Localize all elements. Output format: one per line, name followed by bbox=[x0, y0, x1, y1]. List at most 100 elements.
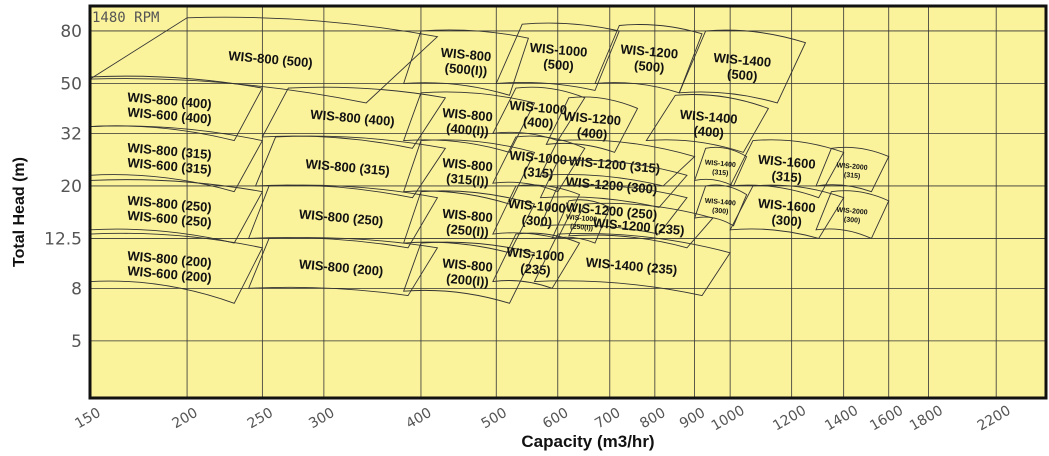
x-tick-label: 200 bbox=[169, 405, 200, 432]
region-label: WIS-1400 bbox=[713, 50, 772, 70]
pump-region: WIS-1600(315) bbox=[729, 139, 845, 199]
pump-region: WIS-1400(400) bbox=[645, 94, 770, 153]
region-outline bbox=[693, 184, 748, 227]
region-label: WIS-800 (400) bbox=[310, 107, 396, 129]
x-axis-title: Capacity (m3/hr) bbox=[521, 432, 654, 451]
region-label: WIS-800 (500) bbox=[228, 48, 314, 70]
x-tick-label: 150 bbox=[72, 405, 103, 432]
y-tick-label: 20 bbox=[60, 177, 82, 197]
region-label: WIS-800 (315) bbox=[127, 140, 213, 162]
x-tick-label: 1400 bbox=[822, 403, 861, 435]
region-label: WIS-800 (250) bbox=[127, 193, 213, 215]
x-tick-label: 500 bbox=[479, 405, 510, 432]
y-tick-label: 80 bbox=[60, 22, 82, 42]
region-label: WIS-1000 bbox=[509, 98, 568, 118]
region-label: WIS-1200 bbox=[620, 41, 679, 61]
region-label: (315) bbox=[844, 172, 861, 180]
region-outline bbox=[403, 29, 529, 96]
region-outline bbox=[729, 139, 845, 199]
pump-region: WIS-1400(300) bbox=[693, 184, 748, 227]
region-label: (250(I)) bbox=[570, 223, 593, 232]
region-label: (500) bbox=[634, 58, 666, 76]
region-label: (315) bbox=[771, 168, 803, 186]
region-label: WIS-1400 bbox=[704, 198, 736, 208]
y-axis-title: Total Head (m) bbox=[11, 157, 28, 267]
region-outline bbox=[539, 159, 688, 208]
pump-region: WIS-1000(250(I)) bbox=[551, 199, 611, 244]
region-label: WIS-800 (200) bbox=[127, 248, 213, 270]
y-tick-label: 12.5 bbox=[44, 229, 82, 249]
region-label: WIS-600 (400) bbox=[127, 104, 213, 126]
region-label: (315) bbox=[522, 164, 554, 182]
region-label: (300) bbox=[521, 212, 553, 230]
pump-region: WIS-1600(300) bbox=[729, 184, 845, 239]
region-outline bbox=[568, 202, 714, 249]
region-outline bbox=[815, 190, 890, 240]
region-label: (400) bbox=[522, 114, 554, 132]
region-label: (315) bbox=[712, 169, 729, 177]
region-label: WIS-800 bbox=[442, 255, 494, 274]
pump-region: WIS-1200(400) bbox=[545, 96, 639, 153]
y-tick-label: 32 bbox=[60, 124, 82, 144]
x-tick-label: 400 bbox=[403, 405, 434, 432]
y-tick-label: 5 bbox=[71, 332, 82, 352]
region-outline bbox=[815, 146, 890, 193]
region-label: (500(I)) bbox=[444, 60, 488, 79]
plot-frame bbox=[88, 4, 1048, 400]
region-label: WIS-600 (250) bbox=[127, 208, 213, 230]
y-tick-labels: 5 8 12.5 20 32 50 80 bbox=[44, 22, 82, 352]
speed-annotation: 1480 RPM bbox=[92, 10, 159, 26]
pump-region: WIS-800 (500) bbox=[88, 16, 439, 104]
region-label: WIS-1400 bbox=[679, 107, 738, 127]
region-label: WIS-800 bbox=[442, 105, 494, 124]
region-label: (300) bbox=[771, 212, 803, 230]
region-outline bbox=[89, 232, 264, 304]
region-outline bbox=[545, 96, 639, 153]
region-label: WIS-600 (200) bbox=[127, 263, 213, 285]
pump-region: WIS-2000(315) bbox=[815, 146, 890, 193]
grid bbox=[89, 6, 1046, 398]
region-label: (400) bbox=[576, 125, 608, 143]
region-label: (300) bbox=[712, 207, 729, 215]
region-outline bbox=[539, 184, 688, 235]
region-label: (400(I)) bbox=[446, 120, 490, 139]
pump-region: WIS-2000(300) bbox=[815, 190, 890, 240]
region-label: WIS-800 bbox=[442, 206, 494, 225]
x-tick-label: 2200 bbox=[975, 403, 1014, 435]
region-label: WIS-2000 bbox=[836, 162, 868, 172]
region-outline bbox=[539, 139, 696, 187]
region-outline bbox=[247, 237, 439, 297]
x-tick-labels: 150 200 250 300 400 500 600 700 800 900 1000 1200 14… bbox=[72, 403, 1013, 435]
x-tick-label: 800 bbox=[637, 405, 668, 432]
y-tick-label: 50 bbox=[60, 74, 82, 94]
region-outline bbox=[88, 16, 439, 104]
x-tick-label: 250 bbox=[245, 405, 276, 432]
pump-region: WIS-800 (200)WIS-600 (200) bbox=[89, 232, 264, 304]
region-label: (235) bbox=[520, 261, 552, 279]
region-outline bbox=[533, 233, 731, 297]
x-tick-label: 1800 bbox=[907, 403, 946, 435]
pump-region: WIS-1000(500) bbox=[495, 22, 620, 91]
pump-region: WIS-800(500(I)) bbox=[403, 29, 529, 96]
region-label: WIS-1200 bbox=[563, 108, 622, 128]
pump-region: WIS-800 (250)WIS-600 (250) bbox=[89, 179, 264, 244]
x-tick-label: 1600 bbox=[867, 403, 906, 435]
pump-region: WIS-800(200(I)) bbox=[402, 241, 536, 304]
region-outline bbox=[492, 232, 581, 289]
region-label: WIS-1400 bbox=[704, 159, 736, 169]
region-label: WIS-800 (250) bbox=[298, 206, 384, 228]
region-label: (500) bbox=[727, 66, 759, 84]
x-tick-label: 700 bbox=[592, 405, 623, 432]
region-outline bbox=[678, 29, 807, 104]
region-outline bbox=[645, 94, 770, 153]
region-label: WIS-1000 bbox=[509, 148, 568, 168]
region-label: WIS-1000 bbox=[529, 40, 588, 60]
region-label: WIS-600 (315) bbox=[127, 155, 213, 177]
pump-region: WIS-1400(500) bbox=[678, 29, 807, 104]
region-outline bbox=[89, 125, 264, 193]
region-outline bbox=[729, 184, 845, 239]
region-label: WIS-800 (200) bbox=[298, 256, 384, 278]
x-tick-label: 300 bbox=[306, 405, 337, 432]
region-label: WIS-2000 bbox=[836, 207, 868, 217]
